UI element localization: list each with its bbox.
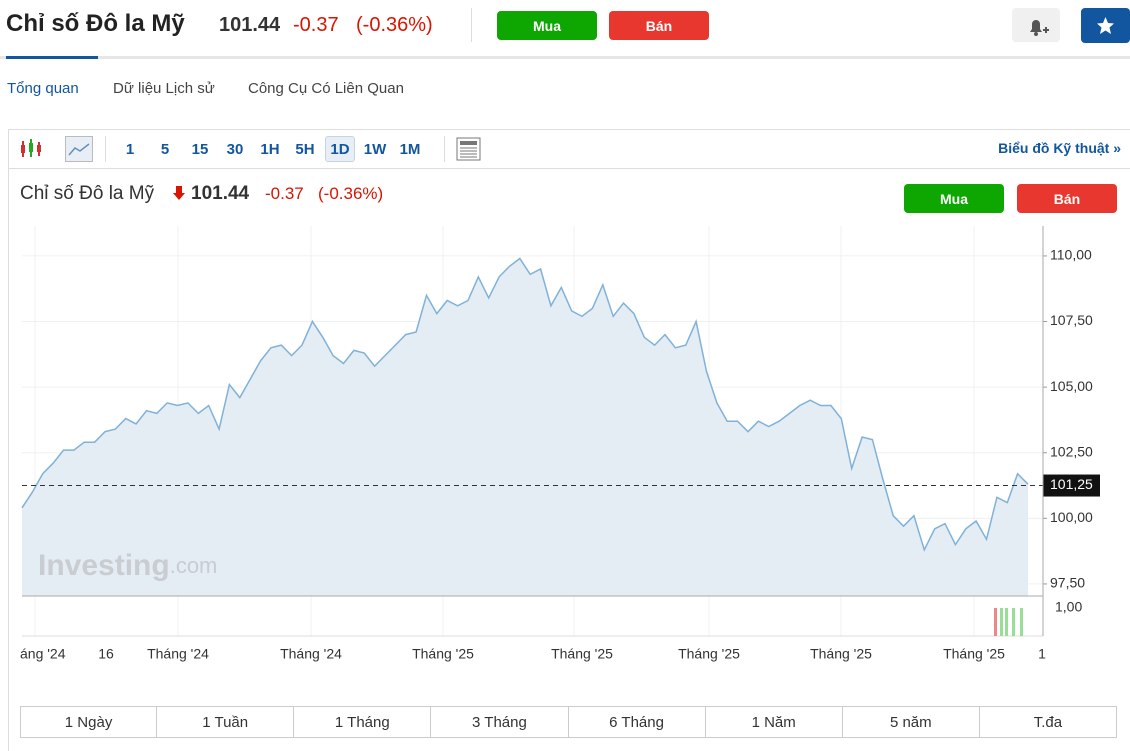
interval-button[interactable]: 1H: [260, 140, 280, 158]
sell-button[interactable]: Bán: [609, 11, 709, 40]
line-area: [22, 258, 1028, 596]
divider: [105, 136, 106, 162]
chart-title: Chỉ số Đô la Mỹ: [20, 183, 155, 204]
volume-label: 1,00: [1055, 599, 1082, 615]
range-button[interactable]: 1 Ngày: [20, 706, 158, 738]
star-icon: [1097, 17, 1114, 34]
change-pct: (-0.36%): [356, 14, 433, 36]
x-tick-label: Tháng '25: [412, 646, 474, 662]
tab[interactable]: Công Cụ Có Liên Quan: [248, 80, 404, 97]
interval-button[interactable]: 15: [191, 140, 209, 158]
active-tab-bar: [6, 56, 98, 59]
tab[interactable]: Tổng quan: [7, 80, 79, 97]
y-tick-label: 107,50: [1050, 312, 1093, 328]
range-button[interactable]: 5 năm: [842, 706, 980, 738]
tab[interactable]: Dữ liệu Lịch sử: [113, 80, 215, 97]
x-tick-label: Tháng '25: [551, 646, 613, 662]
price-line: [21, 257, 1029, 552]
alert-button[interactable]: [1012, 8, 1060, 42]
header-rule: [0, 56, 1130, 59]
sell-button[interactable]: Bán: [1017, 184, 1117, 213]
table-icon[interactable]: [456, 137, 481, 161]
watchlist-button[interactable]: [1081, 8, 1130, 43]
range-button[interactable]: 1 Tuần: [157, 706, 295, 738]
y-tick-label: 105,00: [1050, 378, 1093, 394]
chart-change-pct: (-0.36%): [318, 184, 384, 203]
title: Chỉ số Đô la Mỹ: [6, 10, 185, 37]
x-tick-label: 16: [98, 646, 114, 662]
x-tick-label: 1: [1038, 646, 1046, 662]
range-button[interactable]: 3 Tháng: [431, 706, 569, 738]
buy-button[interactable]: Mua: [497, 11, 597, 40]
bell-icon: [1030, 20, 1049, 36]
x-tick-label: Tháng '25: [810, 646, 872, 662]
interval-button[interactable]: 30: [226, 140, 244, 158]
volume-bar: [1020, 608, 1023, 636]
x-tick-label: áng '24: [20, 646, 66, 662]
divider: [444, 136, 445, 162]
candle-icon[interactable]: [18, 137, 48, 161]
x-tick-label: Tháng '25: [678, 646, 740, 662]
range-button[interactable]: 6 Tháng: [568, 706, 706, 738]
volume-bar: [1012, 608, 1015, 636]
x-tick-label: Tháng '24: [280, 646, 342, 662]
down-arrow: [173, 186, 185, 200]
interval-button[interactable]: 1M: [399, 140, 421, 158]
buy-button[interactable]: Mua: [904, 184, 1004, 213]
current-value-label: 101,25: [1050, 476, 1093, 492]
divider: [471, 8, 472, 42]
area-icon[interactable]: [65, 136, 93, 162]
volume-bar: [994, 608, 997, 636]
toolbar-rule: [9, 168, 1130, 169]
interval-button[interactable]: 1D: [325, 136, 355, 162]
x-tick-label: Tháng '25: [943, 646, 1005, 662]
interval-button[interactable]: 5: [160, 140, 170, 158]
interval-button[interactable]: 1: [125, 140, 135, 158]
y-tick-label: 97,50: [1050, 575, 1085, 591]
chart: 97,50 100,00 102,50 105,00 107,50 110,00 Inves…: [20, 226, 1100, 662]
y-tick-label: 100,00: [1050, 509, 1093, 525]
watermark-part: Investing: [38, 549, 170, 582]
range-button[interactable]: 1 Năm: [705, 706, 843, 738]
range-button[interactable]: T.đa: [979, 706, 1117, 738]
watermark: Investing.com: [38, 549, 217, 582]
chart-change: -0.37: [265, 184, 304, 203]
price: 101.44: [219, 14, 281, 36]
chart-panel: [8, 129, 1130, 751]
current-value-box: [1043, 474, 1100, 497]
technical-chart-link[interactable]: Biểu đồ Kỹ thuật »: [998, 140, 1121, 156]
interval-button[interactable]: 1W: [363, 140, 387, 158]
change: -0.37: [293, 14, 339, 36]
watermark-part: .com: [170, 553, 218, 578]
interval-button[interactable]: 5H: [295, 140, 315, 158]
volume-bar: [1000, 608, 1003, 636]
chart-price: 101.44: [191, 183, 250, 204]
y-tick-label: 102,50: [1050, 443, 1093, 459]
y-tick-label: 110,00: [1050, 247, 1092, 263]
range-button[interactable]: 1 Tháng: [294, 706, 432, 738]
volume-bar: [1005, 608, 1008, 636]
x-tick-label: Tháng '24: [147, 646, 209, 662]
